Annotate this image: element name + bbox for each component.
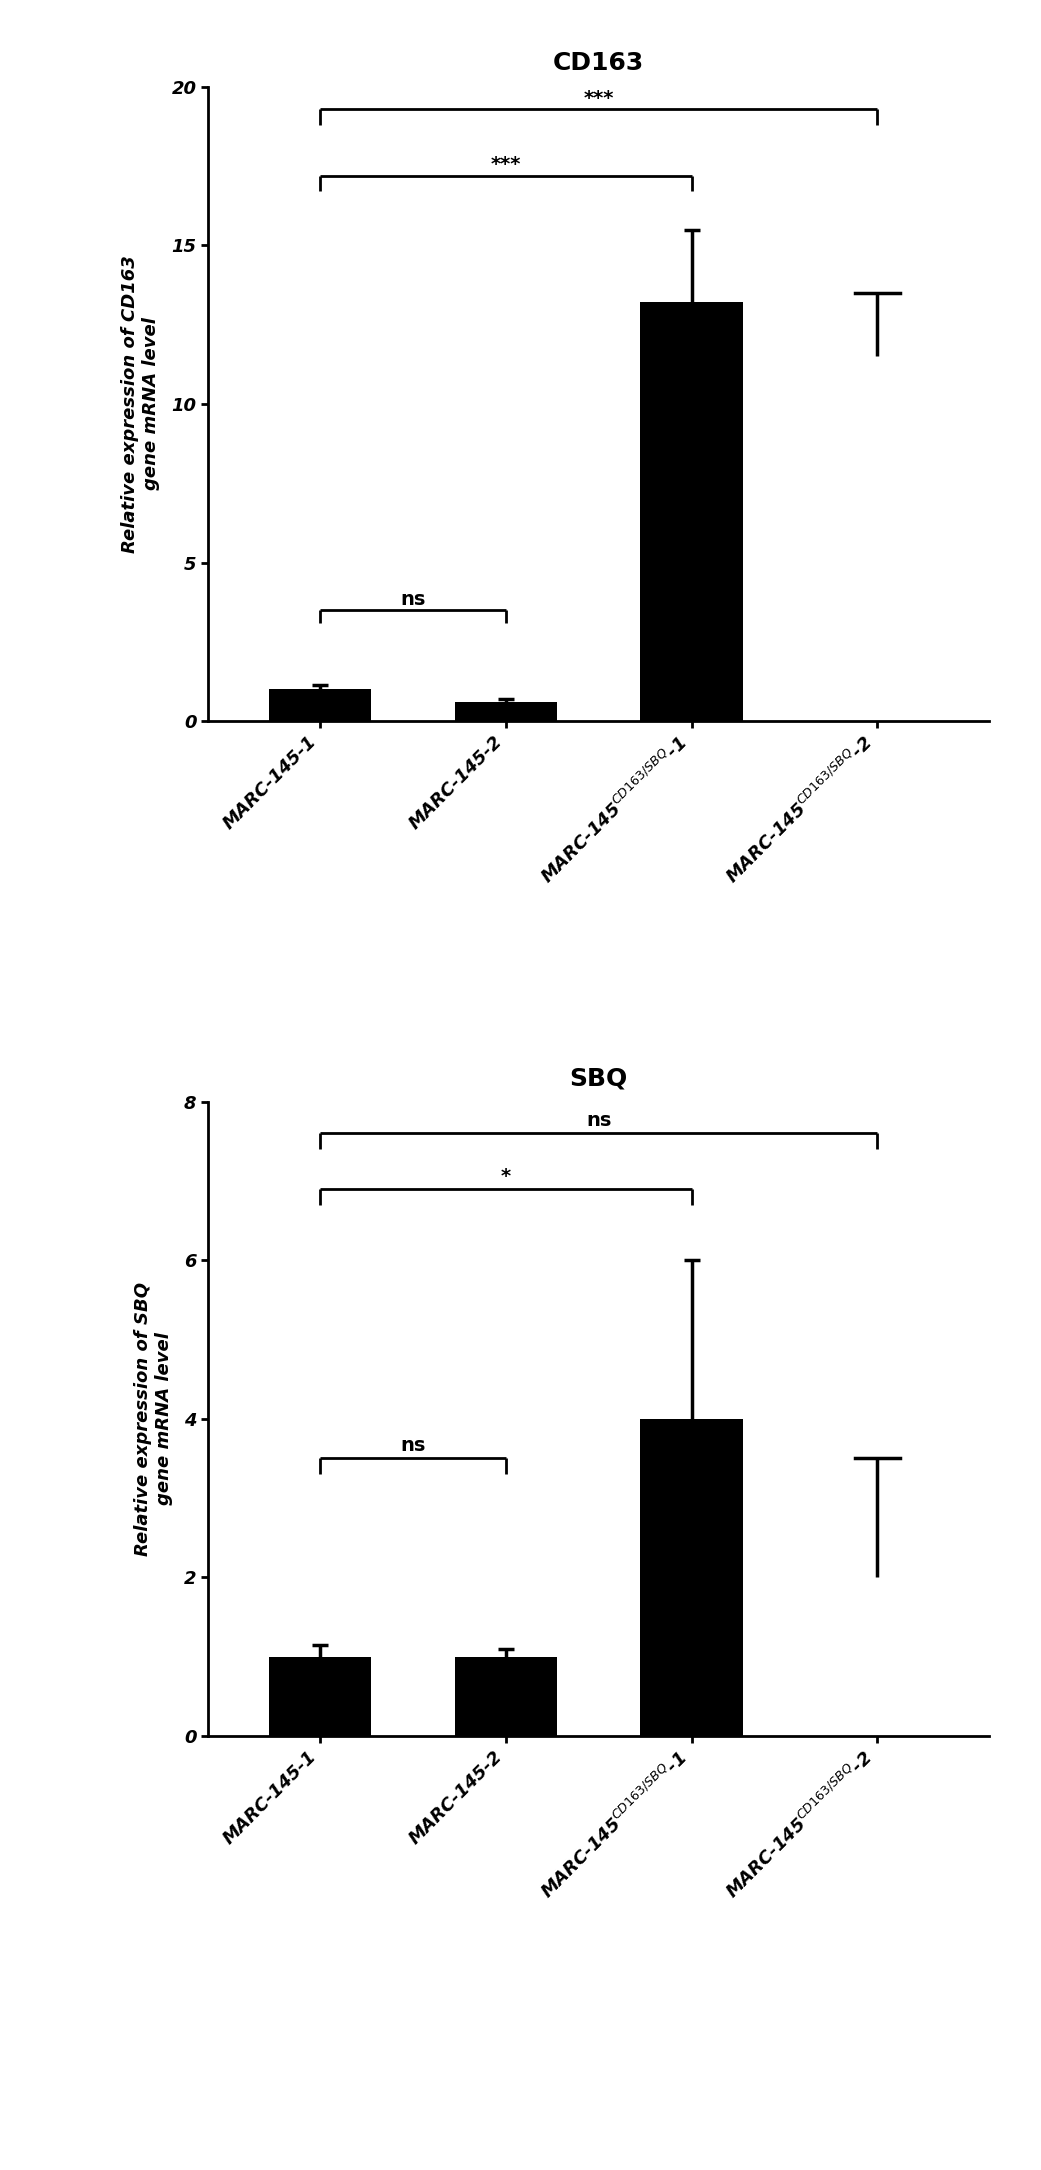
Text: *: * <box>501 1167 511 1185</box>
Text: ***: *** <box>583 89 614 108</box>
Title: SBQ: SBQ <box>569 1065 628 1089</box>
Bar <box>269 690 371 720</box>
Bar <box>640 302 742 720</box>
Text: ***: *** <box>490 156 520 174</box>
Text: ns: ns <box>400 1437 426 1456</box>
Bar <box>640 1419 742 1736</box>
Bar <box>455 703 557 720</box>
Bar <box>455 1656 557 1736</box>
Y-axis label: Relative expression of CD163
gene mRNA level: Relative expression of CD163 gene mRNA l… <box>122 256 160 553</box>
Text: ns: ns <box>586 1111 611 1131</box>
Y-axis label: Relative expression of SBQ
gene mRNA level: Relative expression of SBQ gene mRNA lev… <box>134 1282 173 1556</box>
Title: CD163: CD163 <box>553 52 644 76</box>
Text: ns: ns <box>400 590 426 610</box>
Bar <box>269 1656 371 1736</box>
